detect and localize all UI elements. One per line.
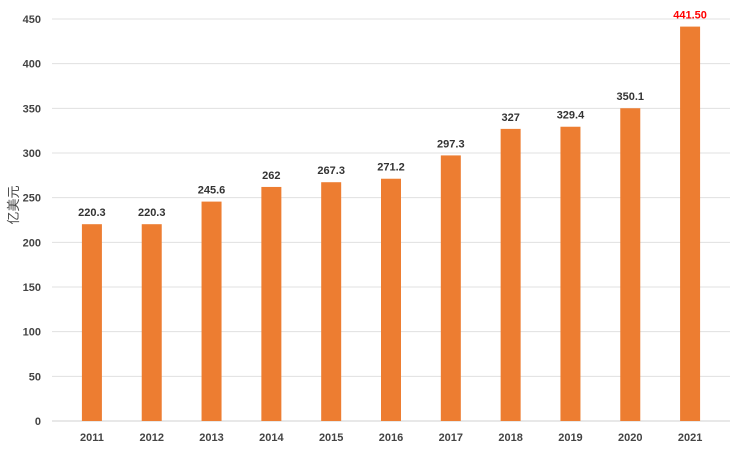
y-axis-ticks: 0 50 100 150 200 250 300 350 400 450 xyxy=(23,14,41,428)
data-labels: 220.3 220.3 245.6 262 267.3 271.2 297.3 327 329.… xyxy=(78,10,707,220)
bar-2012 xyxy=(141,224,162,421)
bar-2011 xyxy=(81,224,102,421)
y-axis-label: 亿美元 xyxy=(7,185,22,224)
x-tick-label: 2019 xyxy=(558,432,582,444)
data-label-2011: 220.3 xyxy=(78,207,106,219)
data-label-2018: 327 xyxy=(501,112,519,124)
x-tick-label: 2021 xyxy=(678,432,702,444)
x-tick-label: 2013 xyxy=(199,432,223,444)
x-tick-label: 2012 xyxy=(139,432,163,444)
y-tick-label: 200 xyxy=(23,237,41,249)
data-label-2020: 350.1 xyxy=(617,91,645,103)
x-tick-label: 2018 xyxy=(498,432,522,444)
y-tick-label: 100 xyxy=(23,327,41,339)
x-tick-label: 2017 xyxy=(439,432,463,444)
bar-2016 xyxy=(381,178,401,421)
bar-2019 xyxy=(560,126,581,422)
bar-2013 xyxy=(201,201,222,421)
data-label-2016: 271.2 xyxy=(377,162,405,174)
bar-2020 xyxy=(620,108,641,421)
y-tick-label: 350 xyxy=(23,103,41,115)
y-tick-label: 0 xyxy=(35,416,41,428)
data-label-2021: 441.50 xyxy=(673,10,707,22)
y-tick-label: 300 xyxy=(23,148,41,160)
y-tick-label: 50 xyxy=(29,371,41,383)
y-tick-label: 450 xyxy=(23,14,41,26)
data-label-2012: 220.3 xyxy=(138,207,166,219)
x-tick-label: 2014 xyxy=(259,432,284,444)
y-tick-label: 250 xyxy=(23,193,41,205)
x-tick-label: 2011 xyxy=(80,432,104,444)
data-label-2015: 267.3 xyxy=(317,165,345,177)
bar-2015 xyxy=(321,182,342,421)
y-tick-label: 150 xyxy=(23,282,41,294)
x-tick-label: 2020 xyxy=(618,432,642,444)
x-tick-label: 2016 xyxy=(379,432,403,444)
x-axis-ticks: 2011 2012 2013 2014 2015 2016 2017 2018 2019 2020… xyxy=(80,432,702,444)
bar-2021 xyxy=(680,26,701,422)
data-label-2014: 262 xyxy=(262,170,280,182)
y-tick-label: 400 xyxy=(23,59,41,71)
data-label-2013: 245.6 xyxy=(198,185,226,197)
bar-2018 xyxy=(500,128,521,421)
x-tick-label: 2015 xyxy=(319,432,343,444)
data-label-2017: 297.3 xyxy=(437,138,465,150)
bar-2017 xyxy=(440,155,461,422)
bars xyxy=(81,26,701,422)
data-label-2019: 329.4 xyxy=(557,110,585,122)
bar-2014 xyxy=(261,186,282,421)
